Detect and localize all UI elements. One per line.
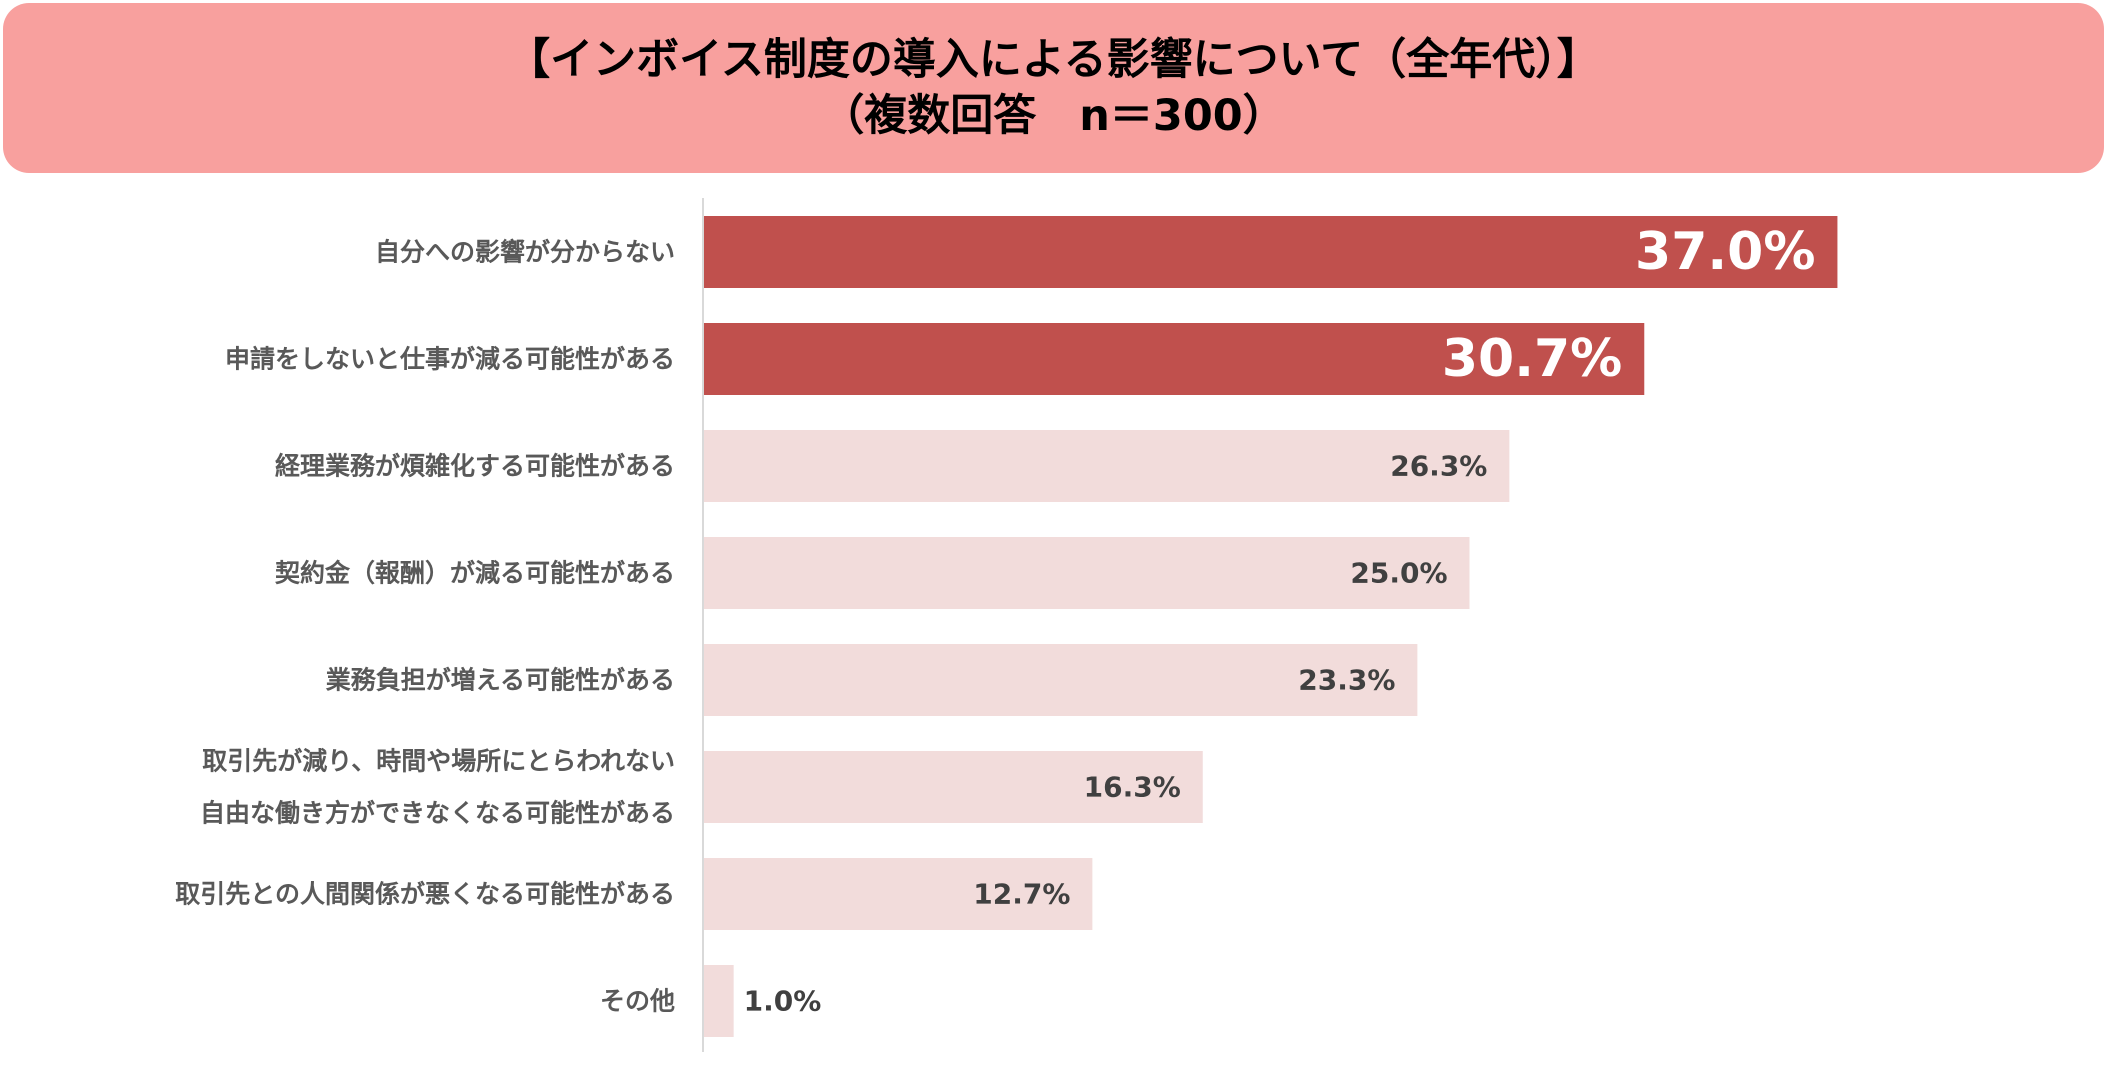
bar-2 (703, 323, 1645, 395)
value-label-6: 16.3% (1084, 771, 1181, 804)
bar-5 (703, 644, 1418, 716)
value-label-8: 1.0% (744, 985, 822, 1018)
chart-title-box: 【インボイス制度の導入による影響について（全年代）】 （複数回答 n＝300） (3, 3, 2104, 173)
value-label-7: 12.7% (973, 878, 1070, 911)
category-label-7: 取引先との人間関係が悪くなる可能性がある (175, 880, 675, 909)
value-label-1: 37.0% (1635, 222, 1815, 282)
category-label-8: その他 (600, 987, 675, 1016)
bar-6 (703, 751, 1203, 823)
category-label-1: 自分への影響が分からない (375, 238, 675, 267)
bar-8 (703, 965, 734, 1037)
chart-title: 【インボイス制度の導入による影響について（全年代）】 (507, 35, 1600, 85)
category-label-2: 申請をしないと仕事が減る可能性がある (225, 345, 675, 374)
bar-7 (703, 858, 1093, 930)
category-label-6-line-1: 取引先が減り、時間や場所にとらわれない (202, 747, 675, 776)
value-label-2: 30.7% (1442, 329, 1622, 389)
bar-3 (703, 430, 1510, 502)
value-label-3: 26.3% (1390, 450, 1487, 483)
chart-subtitle: （複数回答 n＝300） (821, 91, 1286, 141)
value-label-4: 25.0% (1350, 557, 1447, 590)
category-label-6-line-2: 自由な働き方ができなくなる可能性がある (200, 799, 675, 828)
bar-1 (703, 216, 1838, 288)
category-label-5: 業務負担が増える可能性がある (326, 666, 675, 695)
value-label-5: 23.3% (1298, 664, 1395, 697)
category-label-3: 経理業務が煩雑化する可能性がある (275, 452, 675, 481)
category-label-4: 契約金（報酬）が減る可能性がある (275, 559, 675, 588)
bar-4 (703, 537, 1470, 609)
